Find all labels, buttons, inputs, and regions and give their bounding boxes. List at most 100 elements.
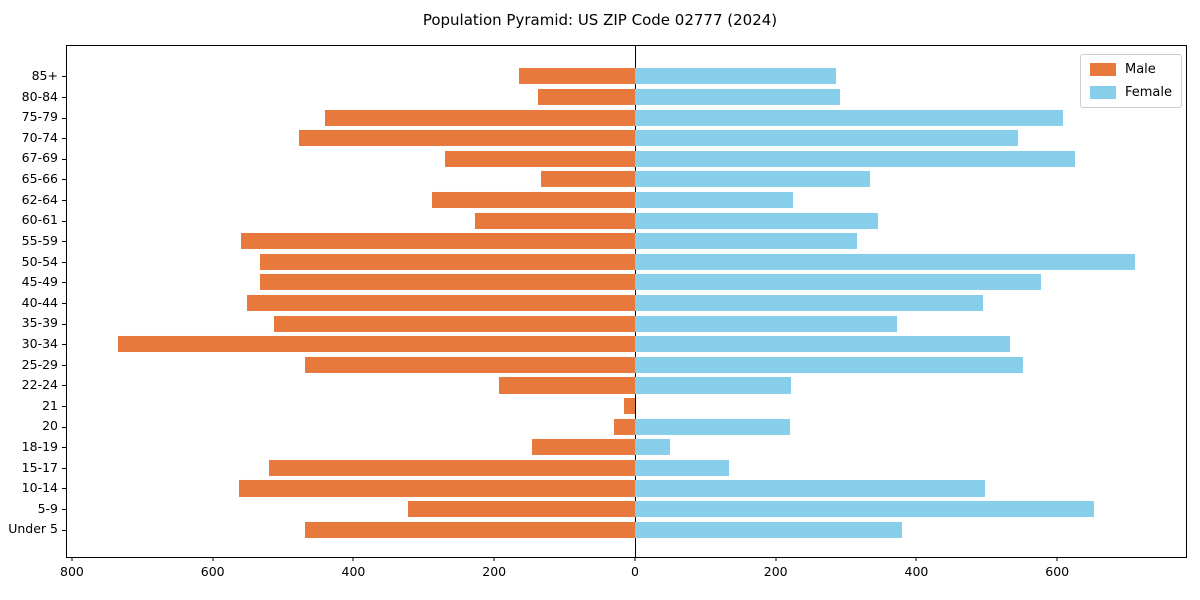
y-tick-mark (62, 303, 66, 304)
y-tick-mark (62, 323, 66, 325)
male-bar (474, 212, 635, 229)
pyramid-row (62, 272, 1186, 293)
y-axis-tick-label: Under 5 (8, 521, 58, 537)
male-bar (269, 459, 635, 476)
male-color-swatch (1089, 63, 1116, 76)
male-bar (325, 109, 635, 126)
female-bar (634, 171, 870, 188)
y-tick-mark (62, 385, 66, 387)
y-axis-tick-label: 40-44 (21, 294, 58, 310)
y-axis-labels: 85+ 80-84 75-79 70-74 67-69 65-66 62-64 60-61 55… (1, 66, 58, 540)
y-tick-mark (62, 529, 66, 531)
x-axis-tick-label: 400 (341, 564, 366, 579)
x-tick-mark (493, 557, 495, 561)
pyramid-row (62, 519, 1186, 540)
female-bar (634, 212, 879, 229)
x-tick-mark (352, 557, 354, 561)
pyramid-row (62, 499, 1186, 520)
female-bar (634, 253, 1136, 270)
pyramid-row (62, 210, 1186, 231)
pyramid-row (62, 87, 1186, 108)
y-axis-tick-label: 45-49 (21, 274, 58, 290)
y-tick-mark (62, 241, 66, 243)
y-tick-mark (62, 344, 66, 346)
y-axis-tick-label: 85+ (31, 68, 58, 84)
male-bar (240, 233, 635, 250)
pyramid-row (62, 169, 1186, 190)
female-bar (634, 521, 902, 538)
pyramid-row (62, 148, 1186, 169)
legend-item-male: Male (1089, 62, 1172, 77)
female-bar (634, 294, 983, 312)
y-tick-mark (62, 199, 66, 201)
pyramid-row (62, 478, 1186, 499)
chart-title: Population Pyramid: US ZIP Code 02777 (2… (422, 11, 778, 29)
x-axis-tick-label: 400 (904, 564, 929, 579)
pyramid-row (62, 334, 1186, 355)
female-color-swatch (1089, 86, 1116, 99)
female-bar (634, 191, 794, 208)
x-tick-mark (775, 557, 777, 561)
y-axis-tick-label: 25-29 (21, 356, 58, 372)
male-bar (541, 171, 635, 188)
pyramid-row (62, 107, 1186, 128)
pyramid-row (62, 416, 1186, 437)
pyramid-row (62, 231, 1186, 252)
y-axis-tick-label: 18-19 (21, 439, 58, 455)
x-axis-tick-label: 600 (1045, 564, 1070, 579)
male-bar (304, 521, 635, 538)
male-bar (537, 88, 635, 105)
y-axis-tick-label: 21 (42, 397, 58, 413)
male-bar (238, 480, 635, 497)
female-bar (634, 315, 898, 332)
pyramid-row (62, 251, 1186, 272)
female-bar (634, 233, 858, 250)
female-bar (634, 150, 1075, 167)
female-bar (634, 109, 1063, 126)
y-tick-mark (62, 179, 66, 181)
y-tick-mark (62, 96, 66, 98)
pyramid-row (62, 396, 1186, 417)
x-axis-tick-label: 600 (200, 564, 225, 579)
male-bar (499, 377, 635, 394)
pyramid-row (62, 128, 1186, 149)
y-tick-mark (62, 158, 66, 160)
y-tick-mark (62, 117, 66, 119)
x-tick-mark (71, 557, 73, 561)
male-bar (518, 68, 635, 85)
male-bar (259, 253, 635, 270)
x-tick-mark (1056, 557, 1058, 561)
male-bar (298, 130, 635, 147)
y-tick-mark (62, 426, 66, 428)
female-bar (634, 88, 841, 105)
y-axis-tick-label: 22-24 (21, 377, 58, 393)
y-axis-tick-label: 10-14 (21, 480, 58, 496)
y-tick-mark (62, 76, 66, 78)
y-tick-mark (62, 509, 66, 511)
y-axis-tick-label: 30-34 (21, 335, 58, 351)
bar-rows (62, 66, 1186, 540)
y-tick-mark (62, 138, 66, 140)
pyramid-row (62, 375, 1186, 396)
female-bar (634, 68, 836, 85)
y-axis-tick-label: 70-74 (21, 129, 58, 145)
male-bar (407, 501, 635, 518)
x-axis-tick-label: 0 (630, 564, 639, 579)
y-axis-tick-label: 80-84 (21, 88, 58, 104)
x-axis-tick-label: 800 (59, 564, 84, 579)
male-bar (432, 191, 635, 208)
x-tick-mark (915, 557, 917, 561)
pyramid-row (62, 355, 1186, 376)
y-axis-tick-label: 60-61 (21, 212, 58, 228)
chart-plot-area: 85+ 80-84 75-79 70-74 67-69 65-66 62-64 60-61 55… (8, 45, 1187, 579)
x-axis-tick-label: 200 (763, 564, 788, 579)
y-tick-mark (62, 406, 66, 408)
female-bar (634, 356, 1024, 373)
female-bar (634, 274, 1041, 291)
pyramid-row (62, 437, 1186, 458)
male-bar (304, 356, 635, 373)
y-axis-tick-label: 50-54 (21, 253, 58, 269)
y-tick-mark (62, 467, 66, 469)
male-bar (444, 150, 635, 167)
